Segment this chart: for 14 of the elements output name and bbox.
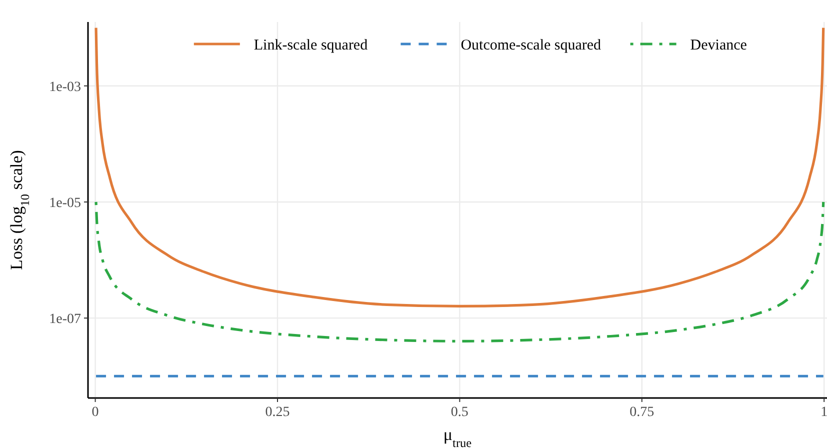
x-tick-label: 0.5 — [450, 405, 468, 420]
x-tick-label: 0 — [92, 405, 99, 420]
legend-label: Deviance — [690, 37, 748, 54]
y-tick-label: 1e-07 — [49, 312, 81, 327]
x-tick-label: 0.75 — [630, 405, 654, 420]
legend-label: Outcome-scale squared — [460, 37, 602, 54]
legend-label: Link-scale squared — [254, 37, 368, 54]
x-tick-label: 1 — [820, 405, 827, 420]
x-tick-label: 0.25 — [265, 405, 290, 420]
x-axis-title: μ$_{true}$ — [443, 425, 472, 448]
line-series — [94, 200, 825, 342]
line-series — [94, 26, 825, 308]
y-tick-label: 1e-03 — [49, 80, 81, 95]
y-tick-label: 1e-05 — [49, 196, 81, 211]
